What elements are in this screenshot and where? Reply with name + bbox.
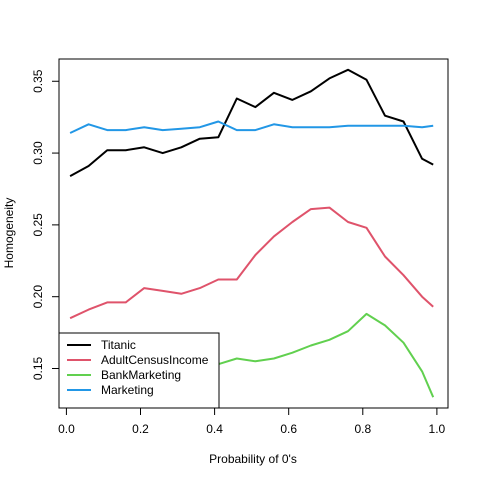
y-axis: 0.15 0.20 0.25 0.30 0.35 [31,69,60,381]
series-line-0 [69,68,434,177]
legend-label: BankMarketing [101,368,181,382]
x-tick-label: 0.8 [354,422,371,436]
x-axis-title: Probability of 0's [209,452,297,466]
x-tick-label: 0.0 [58,422,75,436]
series-line-1 [69,206,434,320]
y-tick-label: 0.20 [31,285,45,309]
x-tick-label: 0.2 [132,422,149,436]
y-axis-title: Homogeneity [2,198,16,269]
x-tick-label: 0.4 [206,422,223,436]
legend-label: AdultCensusIncome [101,353,209,367]
y-tick-label: 0.30 [31,141,45,165]
legend: TitanicAdultCensusIncomeBankMarketingMar… [58,332,220,409]
y-tick-label: 0.25 [31,213,45,237]
legend-label: Titanic [101,338,136,352]
legend-label: Marketing [101,383,154,397]
x-tick-label: 1.0 [429,422,446,436]
series-line-3 [69,120,434,134]
x-tick-label: 0.6 [280,422,297,436]
y-tick-label: 0.35 [31,69,45,93]
y-tick-label: 0.15 [31,357,45,381]
